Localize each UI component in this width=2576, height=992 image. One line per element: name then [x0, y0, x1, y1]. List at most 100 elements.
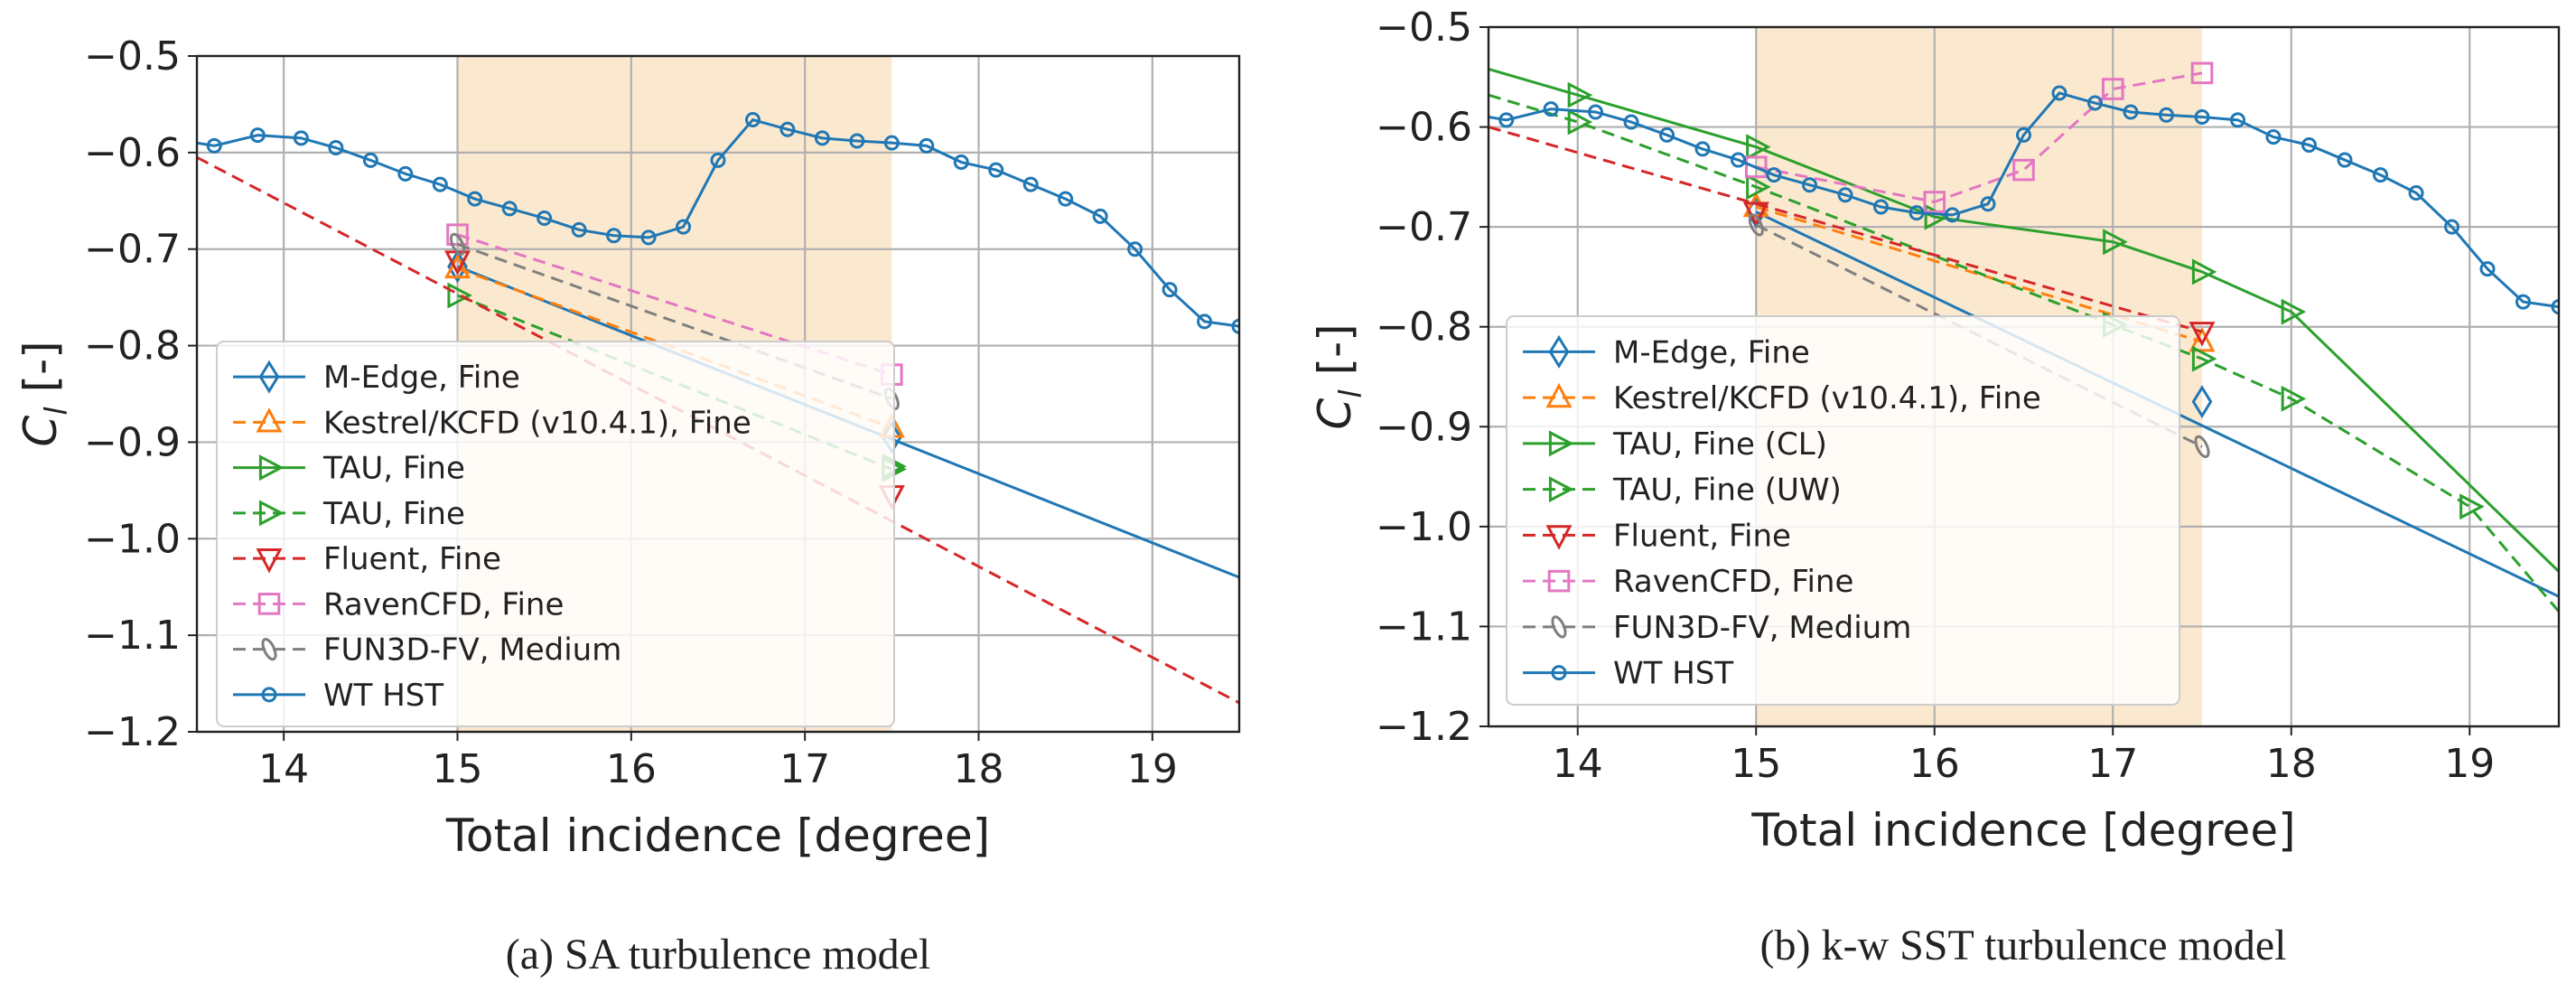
data-point: [1567, 108, 1593, 136]
data-point: [988, 162, 1004, 178]
legend-box: [216, 341, 895, 727]
data-point: [710, 152, 726, 168]
data-point: [1923, 191, 1946, 213]
x-tick-label: 15: [433, 746, 483, 792]
data-point: [2551, 299, 2559, 315]
x-tick-label: 19: [2444, 741, 2495, 787]
data-point: [2515, 294, 2531, 310]
data-point: [2459, 493, 2485, 520]
legend-label: TAU, Fine (UW): [1612, 473, 1842, 509]
data-point: [2444, 219, 2459, 235]
data-point: [2189, 322, 2216, 347]
y-axis-label: Cl [-]: [1309, 323, 1369, 429]
legend-swatch-marker: [261, 638, 277, 661]
data-point: [1802, 177, 1817, 193]
data-point: [1022, 176, 1039, 192]
data-point: [1543, 101, 1559, 117]
data-point: [2016, 126, 2031, 143]
data-point: [1945, 207, 1960, 223]
data-point: [2265, 129, 2282, 145]
legend-swatch-marker: [1551, 615, 1567, 639]
data-point: [2191, 385, 2213, 419]
data-point: [1197, 314, 1213, 330]
series-line: [1755, 71, 2203, 204]
x-axis-label: Total incidence [degree]: [445, 810, 990, 862]
data-point: [2103, 229, 2128, 256]
data-point: [814, 130, 830, 146]
legend-swatch-marker: [1548, 476, 1574, 503]
data-point: [467, 191, 483, 207]
legend-swatch-marker: [1545, 525, 1573, 550]
data-point: [1567, 81, 1593, 108]
data-point: [328, 140, 344, 156]
data-point: [206, 137, 222, 154]
x-tick-label: 14: [258, 746, 309, 792]
data-point: [1498, 112, 1515, 128]
data-point: [444, 253, 471, 279]
y-axis-label-main: C: [14, 416, 67, 447]
y-axis-label-sub: l: [39, 407, 75, 416]
legend-swatch-marker: [256, 407, 283, 433]
legend-box: [1506, 315, 2180, 706]
y-tick-label: −0.8: [1376, 304, 1472, 351]
x-axis-label: Total incidence [degree]: [1750, 804, 2295, 856]
y-axis-label-unit: [-]: [14, 341, 67, 407]
data-point: [1748, 213, 1764, 237]
data-point: [2190, 61, 2214, 85]
data-point: [1837, 187, 1853, 203]
data-point: [2051, 85, 2067, 101]
data-point: [2194, 435, 2210, 459]
legend-swatch-marker: [258, 500, 285, 527]
y-tick-label: −1.1: [84, 613, 181, 659]
data-point: [2281, 298, 2307, 325]
data-point: [1623, 114, 1639, 130]
legend-label: WT HST: [1613, 656, 1733, 692]
legend-swatch-marker: [1548, 334, 1570, 369]
y-tick-label: −1.2: [84, 709, 181, 755]
y-tick-label: −0.8: [84, 323, 181, 370]
data-point: [432, 176, 448, 192]
legend-label: Kestrel/KCFD (v10.4.1), Fine: [1613, 380, 2041, 416]
data-point: [2230, 112, 2245, 128]
series-line: [1489, 67, 2559, 573]
legend-swatch-marker: [1545, 382, 1573, 408]
y-tick-label: −1.2: [1376, 704, 1472, 750]
y-tick-label: −0.5: [84, 33, 181, 80]
data-point: [2194, 109, 2210, 126]
legend-swatch-marker: [1548, 430, 1574, 457]
data-point: [1588, 104, 1603, 120]
y-axis-label-sub: l: [1333, 389, 1369, 398]
x-tick-label: 16: [606, 746, 657, 792]
x-tick-label: 15: [1731, 741, 1781, 787]
legend-label: TAU, Fine: [322, 451, 465, 487]
y-tick-label: −0.5: [1376, 5, 1472, 51]
data-point: [1873, 199, 1889, 215]
data-point: [1231, 318, 1239, 334]
data-point: [744, 112, 761, 128]
data-point: [883, 135, 900, 151]
data-point: [2408, 185, 2424, 201]
data-point: [501, 201, 518, 217]
series-markers: [1742, 201, 2216, 347]
figure-caption: (b) k-w SST turbulence model: [1759, 922, 2286, 969]
series-markers: [1748, 213, 2210, 459]
y-axis-label-unit: [-]: [1309, 323, 1361, 389]
data-point: [1744, 155, 1768, 179]
data-point: [2087, 95, 2103, 111]
data-point: [2191, 345, 2217, 372]
legend-label: Kestrel/KCFD (v10.4.1), Fine: [323, 405, 751, 441]
y-tick-label: −0.9: [84, 419, 181, 465]
data-point: [2337, 152, 2353, 168]
legend-label: Fluent, Fine: [323, 541, 501, 577]
legend-label: M-Edge, Fine: [323, 360, 520, 396]
data-point: [397, 165, 414, 182]
series-markers: [206, 112, 1239, 334]
series-line: [1489, 91, 2559, 309]
legend-swatch-marker: [258, 360, 280, 394]
data-point: [2373, 167, 2388, 183]
data-point: [2101, 78, 2124, 100]
y-tick-label: −1.0: [1376, 504, 1472, 550]
data-point: [2159, 107, 2174, 123]
data-point: [919, 137, 935, 154]
x-tick-label: 17: [2087, 741, 2138, 787]
